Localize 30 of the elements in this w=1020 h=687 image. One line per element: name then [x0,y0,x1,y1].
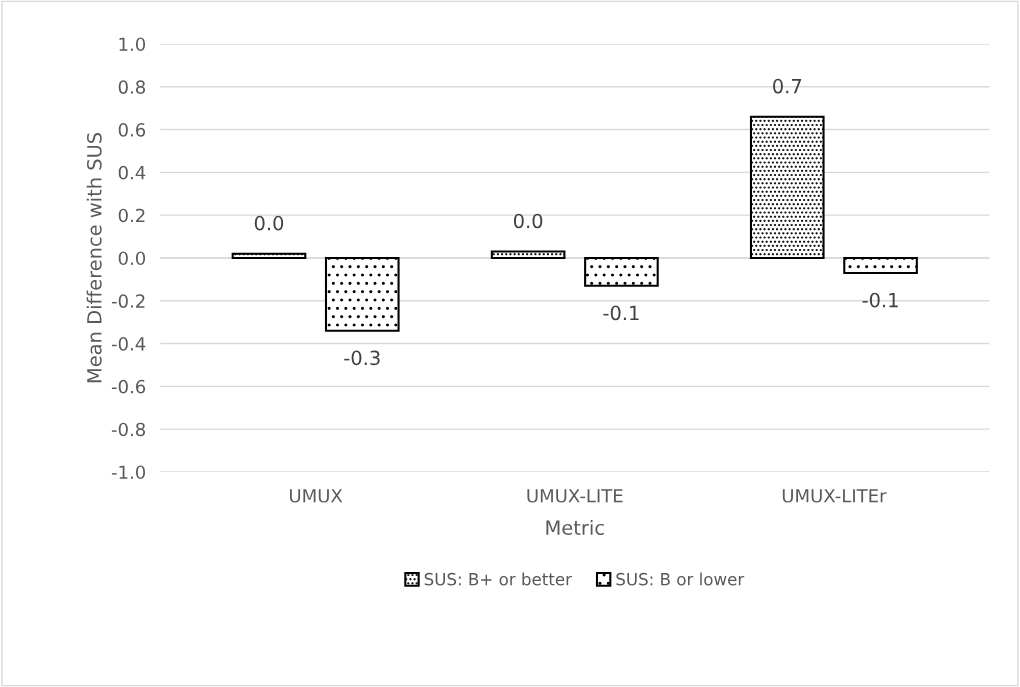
x-tick-label: UMUX-LITEr [782,489,887,503]
legend-label: SUS: B or lower [616,572,745,586]
x-axis-title: Metric [546,520,604,536]
bar [231,252,307,260]
bar [324,256,400,332]
y-tick-label: 0.0 [118,251,146,266]
y-tick-label: -0.2 [111,294,145,308]
legend-label: SUS: B+ or better [424,572,572,586]
y-tick-label: 0.2 [118,208,145,223]
data-label: 0.0 [513,213,543,229]
bar [749,115,825,260]
y-tick-label: 0.4 [118,165,146,180]
x-tick-label: UMUX-LITE [527,489,623,503]
data-label: -0.3 [344,350,380,366]
bar [490,250,566,260]
y-tick-label: 0.6 [118,123,146,137]
bar [843,256,918,274]
y-tick-label: -0.8 [111,422,146,437]
y-tick-label: -0.6 [111,379,146,394]
y-tick-label: 0.8 [118,80,146,94]
y-tick-label: -0.4 [111,337,146,351]
x-tick-label: UMUX [290,489,343,503]
y-tick-label: -1.0 [111,465,146,480]
y-tick-label: 1.0 [119,37,146,52]
data-label: -0.1 [862,292,898,308]
data-label: -0.1 [603,305,639,321]
bar [584,256,659,287]
data-label: 0.7 [773,78,802,94]
data-label: 0.0 [254,215,284,231]
y-axis-title: Mean Difference with SUS [86,132,102,383]
